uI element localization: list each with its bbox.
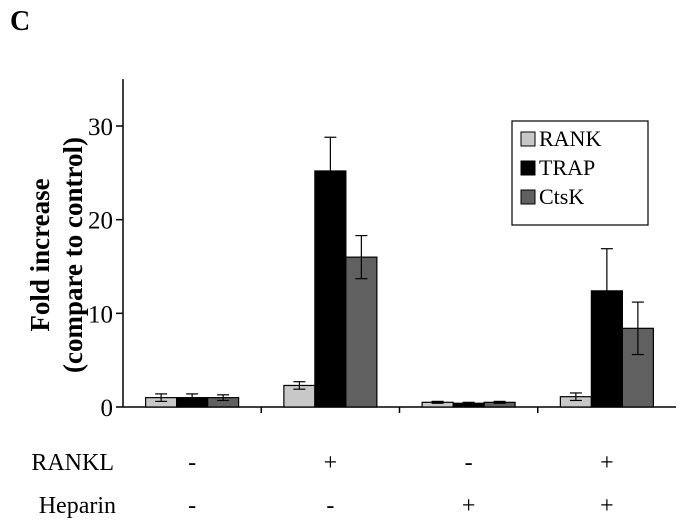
bar-trap-2 <box>314 170 347 408</box>
condition-value-heparin-2: - <box>326 493 334 519</box>
condition-value-heparin-1: - <box>188 493 196 519</box>
legend-label-trap: TRAP <box>539 155 595 180</box>
y-axis-label-line-1: Fold increase <box>25 178 55 331</box>
legend-swatch-ctsk <box>520 189 536 205</box>
y-tick-label: 20 <box>88 208 113 235</box>
error-bars <box>155 136 644 405</box>
bars <box>145 170 654 408</box>
condition-label-heparin: Heparin <box>39 493 116 519</box>
panel-label: C <box>10 6 30 37</box>
y-axis-label-line-2: (compare to control) <box>58 137 88 373</box>
condition-table: RANKL - + - + Heparin - - + + <box>31 450 613 519</box>
condition-value-rankl-2: + <box>324 450 338 476</box>
y-tick-label: 0 <box>101 395 114 422</box>
condition-value-rankl-1: - <box>188 450 196 476</box>
legend-swatch-trap <box>520 160 536 176</box>
legend-swatch-rank <box>520 131 536 147</box>
legend: RANK TRAP CtsK <box>511 120 649 226</box>
condition-value-heparin-3: + <box>462 493 476 519</box>
y-tick-label: 10 <box>88 301 113 328</box>
condition-value-rankl-4: + <box>600 450 614 476</box>
condition-value-heparin-4: + <box>600 493 614 519</box>
condition-value-rankl-3: - <box>465 450 473 476</box>
y-axis-label: Fold increase (compare to control) <box>25 137 88 373</box>
y-tick-label: 30 <box>88 114 113 141</box>
bar-ctsk-2 <box>345 256 378 408</box>
legend-label-ctsk: CtsK <box>539 184 584 209</box>
condition-label-rankl: RANKL <box>31 450 114 476</box>
legend-label-rank: RANK <box>539 126 601 151</box>
